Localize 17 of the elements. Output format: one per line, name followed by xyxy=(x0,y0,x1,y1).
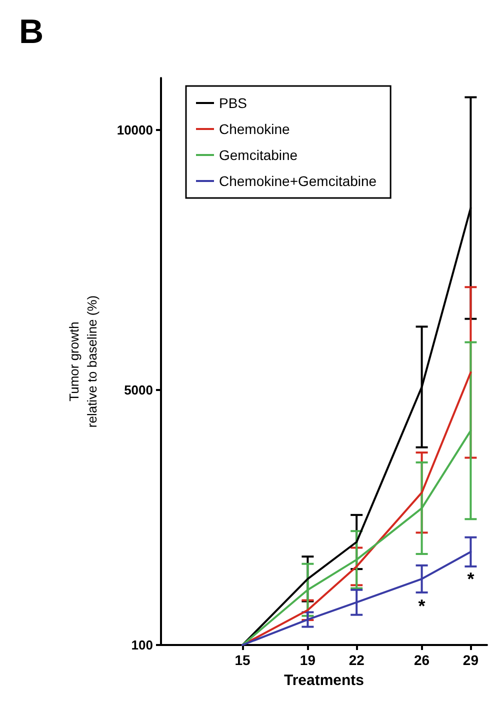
x-tick-label: 26 xyxy=(414,652,430,668)
x-tick-label: 29 xyxy=(462,652,479,668)
legend-label: PBS xyxy=(219,95,248,111)
legend-label: Gemcitabine xyxy=(219,147,298,163)
x-tick-label: 15 xyxy=(234,652,250,668)
y-tick-label: 100 xyxy=(131,638,153,652)
x-axis-title: Treatments xyxy=(284,672,364,689)
x-tick-label: 22 xyxy=(348,652,365,668)
annotation: * xyxy=(467,568,474,589)
x-tick-label: 19 xyxy=(300,652,316,668)
chart-title: B xyxy=(19,13,44,51)
annotation: * xyxy=(418,596,426,616)
legend-label: Chemokine+Gemcitabine xyxy=(219,173,377,189)
y-tick-label: 10000 xyxy=(116,122,153,138)
legend-label: Chemokine xyxy=(219,121,290,137)
y-tick-label: 5000 xyxy=(124,382,153,398)
y-axis-title: Tumor growth relative to baseline (%) xyxy=(66,295,100,428)
